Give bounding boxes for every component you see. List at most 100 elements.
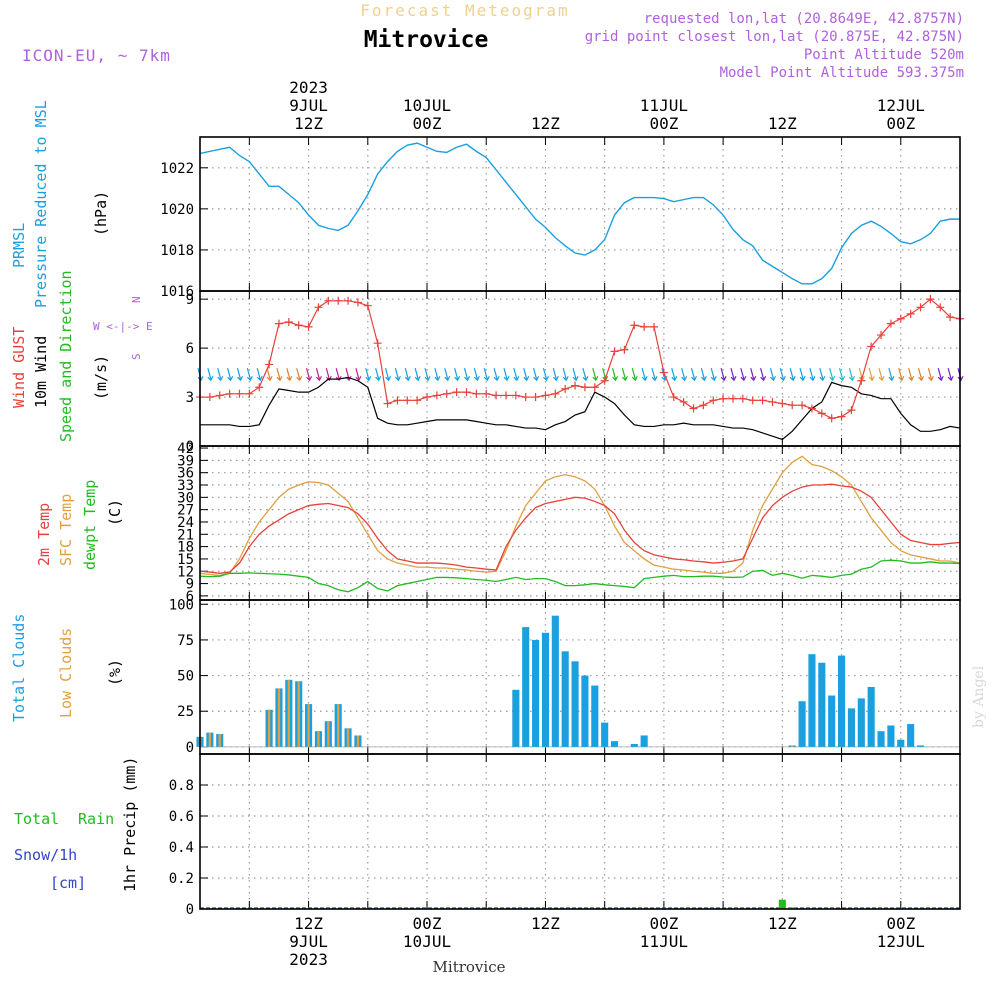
wind-direction-arrow-head [444,375,451,382]
wind-direction-arrow [730,368,735,380]
wind-direction-arrow [394,368,399,380]
low-cloud-bar [277,688,281,747]
wind-direction-arrow [424,368,429,380]
wind-direction-arrow-head [730,375,737,382]
wind-direction-arrow-head [513,375,520,382]
wind-gust-point [452,388,461,397]
top-time-label: 9JUL [289,96,328,115]
wind-direction-arrow [523,368,528,380]
top-time-label: 00Z [413,114,442,133]
wind-direction-arrow-head [760,375,767,382]
wind-direction-arrow-head [937,375,944,382]
wind-gust-point [600,376,609,385]
wind-direction-arrow [769,368,775,380]
wind-gust-point [807,404,816,413]
wind-direction-arrow [473,368,478,380]
wind-gust-point [640,322,649,331]
wind-direction-arrow [621,368,626,380]
wind-direction-arrow [898,368,903,380]
temp-sfc-label: SFC Temp [57,494,75,566]
wind-direction-arrow-head [770,375,777,382]
snow-label: Snow/1h [14,846,77,864]
wind-direction-arrow-head [878,375,885,382]
y-tick-label: 0 [186,439,194,455]
y-tick-label: 24 [177,515,194,531]
wind-direction-arrow-head [197,375,204,382]
total-cloud-bar [561,651,569,747]
wind-gust-point [719,394,728,403]
wind-gust-point [580,383,589,392]
top-time-label: 12Z [294,114,323,133]
wind-direction-arrow-head [246,375,253,382]
wind-gust-point [501,391,510,400]
wind-direction-arrow-head [918,375,925,382]
wind-direction-arrow-head [562,375,569,382]
wind-direction-arrow-head [829,375,836,382]
wind-direction-arrow-head [276,375,283,382]
compass-we-label: W <-|-> E [93,320,153,333]
wind-gust-point [353,298,362,307]
wind-direction-arrow [819,368,824,380]
total-cloud-bar [591,685,599,747]
wind-direction-arrow [246,368,251,380]
wind-gust-point [709,396,718,405]
wind-direction-arrow-head [473,375,480,382]
wind-direction-arrow [404,368,409,380]
wind-gust-point [768,397,777,406]
y-tick-label: 25 [177,704,194,720]
wind-direction-arrow-head [207,375,214,382]
wind-gust-point [936,303,945,312]
wind-direction-arrow [908,368,913,380]
wind-direction-arrow-head [671,375,678,382]
top-time-label: 10JUL [403,96,451,115]
wind-direction-arrow [286,368,291,380]
wind-gust-point [946,313,955,322]
total-cloud-bar [522,627,530,747]
y-tick-label: 3 [186,390,194,406]
wind-direction-arrow [227,368,232,380]
wind-direction-arrow [848,368,854,380]
temp-dewpt-label: dewpt Temp [81,480,99,570]
wind-direction-arrow-head [710,375,717,382]
wind-gust-point [472,389,481,398]
wind-direction-arrow-head [533,375,540,382]
clouds-unit-label: (%) [106,659,124,686]
temperature-frame [199,445,961,601]
wind-direction-arrow [562,368,567,380]
wind-gust-point [827,414,836,423]
wind-gust-point [837,412,846,421]
time-label: 12Z [294,914,323,933]
wind-direction-arrow-head [552,375,559,382]
wind-gust-point [492,391,501,400]
low-cloud-bar [791,745,794,747]
wind-direction-arrow [454,368,459,380]
low-cloud-bar [356,735,360,747]
wind-gust-point [245,389,254,398]
top-time-label: 00Z [649,114,678,133]
rain-label: Rain [78,810,114,828]
wind-direction-arrow-head [266,375,273,382]
wind-gust-point [383,399,392,408]
y-tick-label: 0 [186,902,194,918]
top-time-label: 00Z [886,114,915,133]
wind-gust-point [906,309,915,318]
wind-direction-arrow [947,368,952,380]
wind-direction-arrow-head [947,375,954,382]
wind-direction-arrow-head [621,375,628,382]
wind-direction-arrow-head [503,375,510,382]
location-title: Mitrovice [364,27,489,53]
total-cloud-bar [640,735,648,747]
top-time-label: 12Z [531,114,560,133]
prmsl-label: PRMSL [10,223,28,268]
wind-gust-point [403,396,412,405]
wind-direction-arrow-head [306,375,313,382]
wind-gust-point [590,383,599,392]
wind-direction-arrow-head [296,375,303,382]
total-cloud-bar [798,701,806,747]
wind-direction-arrow [335,368,340,380]
wind-gust-point [896,314,905,323]
wind-direction-arrow [917,368,923,380]
wind-direction-arrow [207,368,212,380]
